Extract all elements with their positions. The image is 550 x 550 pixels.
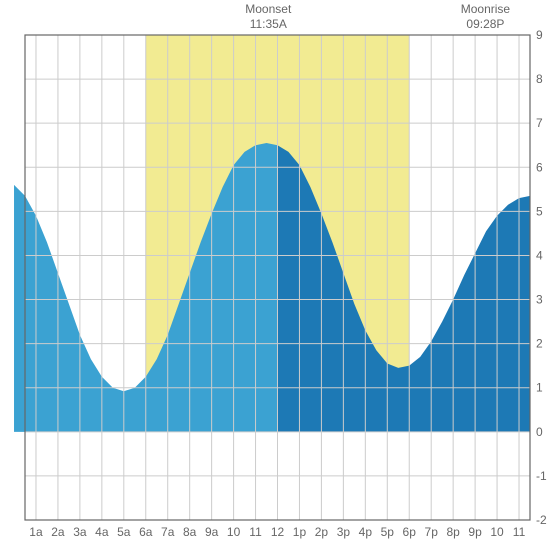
y-tick-label: 6	[536, 160, 543, 174]
x-tick-label: 4p	[359, 525, 373, 539]
y-tick-label: 4	[536, 248, 543, 262]
y-tick-label: 0	[536, 425, 543, 439]
x-tick-label: 12	[271, 525, 285, 539]
tide-chart-svg: -2-101234567891a2a3a4a5a6a7a8a9a1011121p…	[0, 0, 550, 550]
x-tick-label: 6p	[403, 525, 417, 539]
x-tick-label: 5p	[381, 525, 395, 539]
x-tick-label: 9a	[205, 525, 219, 539]
x-tick-label: 7p	[425, 525, 439, 539]
x-tick-label: 6a	[139, 525, 153, 539]
y-tick-label: 8	[536, 72, 543, 86]
y-tick-label: 9	[536, 28, 543, 42]
y-tick-label: 3	[536, 293, 543, 307]
tide-chart-root: Moonset11:35AMoonrise09:28P -2-101234567…	[0, 0, 550, 550]
x-tick-label: 11	[249, 525, 262, 539]
y-tick-label: 5	[536, 204, 543, 218]
x-tick-label: 8a	[183, 525, 197, 539]
x-tick-label: 2a	[51, 525, 65, 539]
x-tick-label: 8p	[446, 525, 460, 539]
y-tick-label: -2	[536, 513, 547, 527]
x-tick-label: 9p	[468, 525, 482, 539]
y-tick-label: 1	[536, 381, 543, 395]
x-tick-label: 4a	[95, 525, 109, 539]
x-tick-label: 2p	[315, 525, 329, 539]
x-tick-label: 5a	[117, 525, 131, 539]
y-tick-label: -1	[536, 469, 547, 483]
x-tick-label: 11	[513, 525, 526, 539]
x-tick-label: 1a	[29, 525, 43, 539]
x-tick-label: 7a	[161, 525, 175, 539]
x-tick-label: 1p	[293, 525, 307, 539]
x-tick-label: 3p	[337, 525, 351, 539]
y-tick-label: 2	[536, 337, 543, 351]
x-tick-label: 10	[490, 525, 504, 539]
x-tick-label: 10	[227, 525, 241, 539]
x-tick-label: 3a	[73, 525, 87, 539]
y-tick-label: 7	[536, 116, 543, 130]
